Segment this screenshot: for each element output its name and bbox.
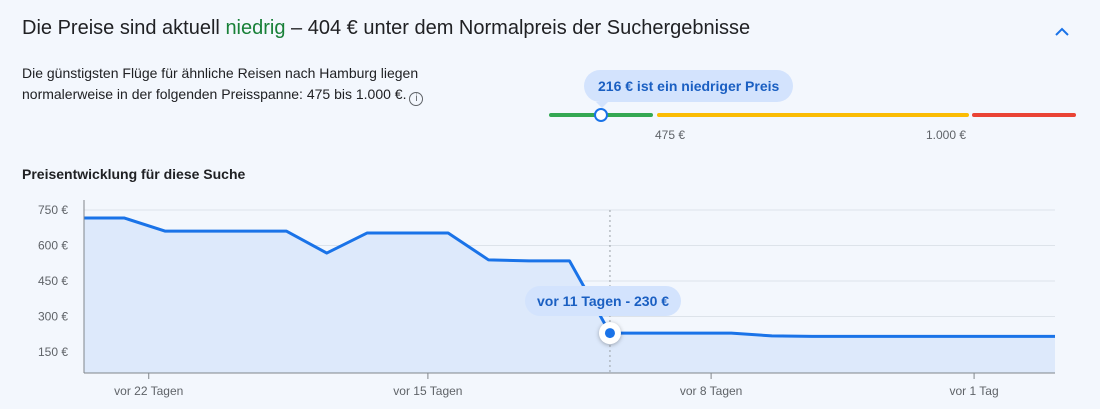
range-high-segment (972, 113, 1076, 117)
y-tick-label: 750 € (38, 203, 68, 217)
y-tick-label: 300 € (38, 310, 68, 324)
x-tick-label: vor 1 Tag (950, 384, 999, 398)
current-price-tooltip: 216 € ist ein niedriger Preis (584, 70, 794, 108)
x-tick-label: vor 8 Tagen (680, 384, 743, 398)
price-line (84, 216, 1055, 338)
highlight-point (604, 328, 615, 339)
price-status: niedrig (225, 17, 286, 39)
current-price-marker (594, 108, 608, 122)
y-tick-label: 150 € (38, 345, 68, 359)
x-tick-label: vor 15 Tagen (393, 384, 462, 398)
price-range-description: Die günstigsten Flüge für ähnliche Reise… (22, 63, 452, 106)
x-tick-label: vor 22 Tagen (114, 384, 183, 398)
range-mid-segment (657, 113, 969, 117)
info-icon[interactable]: i (409, 92, 424, 106)
chevron-up-icon[interactable] (1050, 20, 1074, 44)
history-title: Preisentwicklung für diese Suche (22, 166, 246, 182)
chart-tooltip: vor 11 Tagen - 230 € (525, 286, 682, 316)
range-low-label: 475 € (655, 128, 686, 142)
page-title: Die Preise sind aktuell niedrig – 404 € … (22, 17, 751, 39)
range-high-label: 1.000 € (926, 128, 967, 142)
y-tick-label: 600 € (38, 239, 68, 253)
y-tick-label: 450 € (38, 274, 68, 288)
